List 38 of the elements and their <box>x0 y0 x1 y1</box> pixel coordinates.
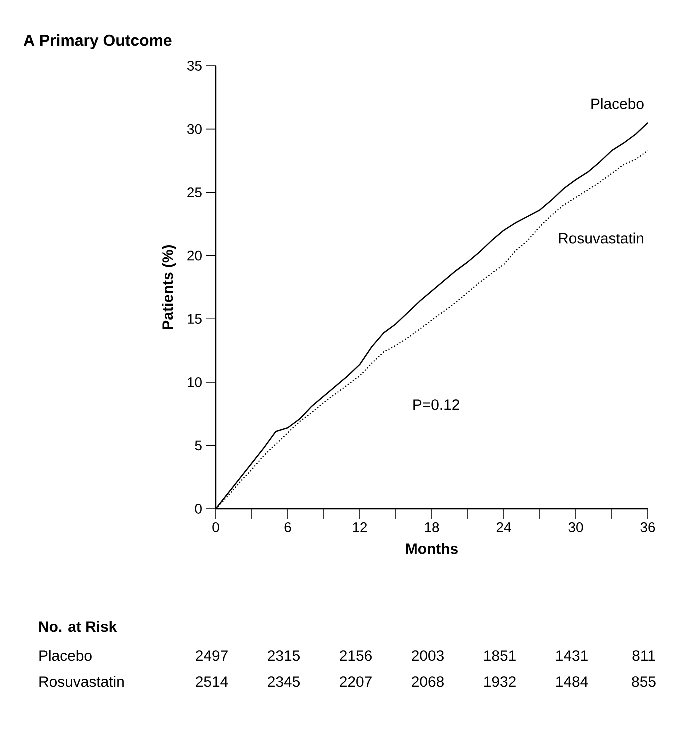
y-tick-label: 15 <box>188 314 202 324</box>
text: 2497 <box>196 650 228 662</box>
y-tick-label: 0 <box>195 504 202 514</box>
text: 2345 <box>268 676 300 688</box>
y-tick-label: 35 <box>187 61 202 71</box>
text: 2207 <box>340 676 372 688</box>
text: 2068 <box>412 676 444 688</box>
y-tick-label: 5 <box>195 440 202 451</box>
chart-title: A Primary Outcome <box>24 34 172 50</box>
x-tick-label: 24 <box>496 522 512 532</box>
x-tick-label: 12 <box>353 522 368 532</box>
text: No. at Risk <box>40 621 118 632</box>
y-tick-label: 25 <box>188 188 202 198</box>
text: 1431 <box>556 650 588 662</box>
text: 855 <box>632 676 656 688</box>
text: 2514 <box>196 676 228 688</box>
annotation: P=0.12 <box>414 400 460 410</box>
text: 2003 <box>412 650 444 662</box>
y-tick-label: 30 <box>187 124 202 134</box>
x-tick-label: 6 <box>284 522 292 532</box>
text: 1932 <box>484 676 516 688</box>
y-tick-label: 20 <box>188 250 202 261</box>
x-tick-label: 36 <box>640 522 656 532</box>
text: 2156 <box>340 650 372 662</box>
series-label: Rosuvastatin <box>559 232 644 244</box>
text: 811 <box>632 650 656 662</box>
x-tick-label: 30 <box>568 522 584 532</box>
text: 1484 <box>556 676 588 688</box>
text: 2315 <box>268 650 300 662</box>
text: 1851 <box>484 650 516 662</box>
text: Placebo <box>40 650 92 662</box>
x-tick-label: 0 <box>212 522 220 532</box>
x-axis-title: Months <box>406 543 458 554</box>
text: Rosuvastatin <box>40 676 124 688</box>
y-tick-label: 10 <box>188 377 202 388</box>
y-axis-title: Patients (%) <box>162 246 176 330</box>
series-label: Placebo <box>592 98 644 110</box>
x-tick-label: 18 <box>425 522 440 532</box>
